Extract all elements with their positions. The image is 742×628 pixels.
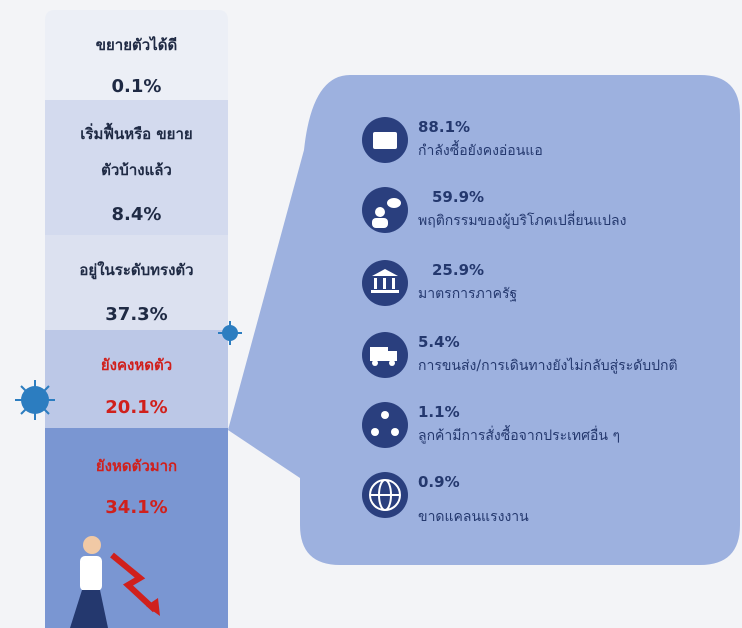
reason-value: 25.9% [432, 261, 484, 279]
level: เริ่มฟื้นหรือ ขยายตัวบ้างแล้ว 8.4% [45, 100, 228, 235]
level-label: ยังคงหดตัว [45, 347, 228, 383]
reason-label: พฤติกรรมของผู้บริโภคเปลี่ยนแปลง [418, 210, 626, 232]
level-value: 37.3% [45, 304, 228, 325]
reason-value: 0.9% [418, 473, 460, 491]
reason-value: 88.1% [418, 118, 470, 136]
level: อยู่ในระดับทรงตัว 37.3% [45, 235, 228, 330]
reason-label: ลูกค้ามีการสั่งซื้อจากประเทศอื่น ๆ [418, 425, 620, 447]
level-label: ขยายตัวได้ดี [45, 27, 228, 63]
level: ยังคงหดตัว 20.1% [45, 330, 228, 428]
reason-label: กำลังซื้อยังคงอ่อนแอ [418, 140, 543, 162]
level: ขยายตัวได้ดี 0.1% [45, 10, 228, 100]
reason-label: มาตรการภาครัฐ [418, 283, 517, 305]
level-label: อยู่ในระดับทรงตัว [45, 252, 228, 288]
reason-value: 1.1% [418, 403, 460, 421]
level: ยังหดตัวมาก 34.1% [45, 428, 228, 628]
level-label: ยังหดตัวมาก [45, 448, 228, 484]
level-value: 34.1% [45, 497, 228, 518]
reason-label: ขาดแคลนแรงงาน [418, 506, 529, 528]
level-label: เริ่มฟื้นหรือ ขยายตัวบ้างแล้ว [45, 116, 228, 188]
page: ขยายตัวได้ดี 0.1% เริ่มฟื้นหรือ ขยายตัวบ… [0, 0, 742, 628]
reason-label: การขนส่ง/การเดินทางยังไม่กลับสู่ระดับปกต… [418, 355, 678, 377]
level-value: 0.1% [45, 76, 228, 97]
reason-value: 59.9% [432, 188, 484, 206]
reason-value: 5.4% [418, 333, 460, 351]
level-value: 8.4% [45, 204, 228, 225]
level-value: 20.1% [45, 397, 228, 418]
